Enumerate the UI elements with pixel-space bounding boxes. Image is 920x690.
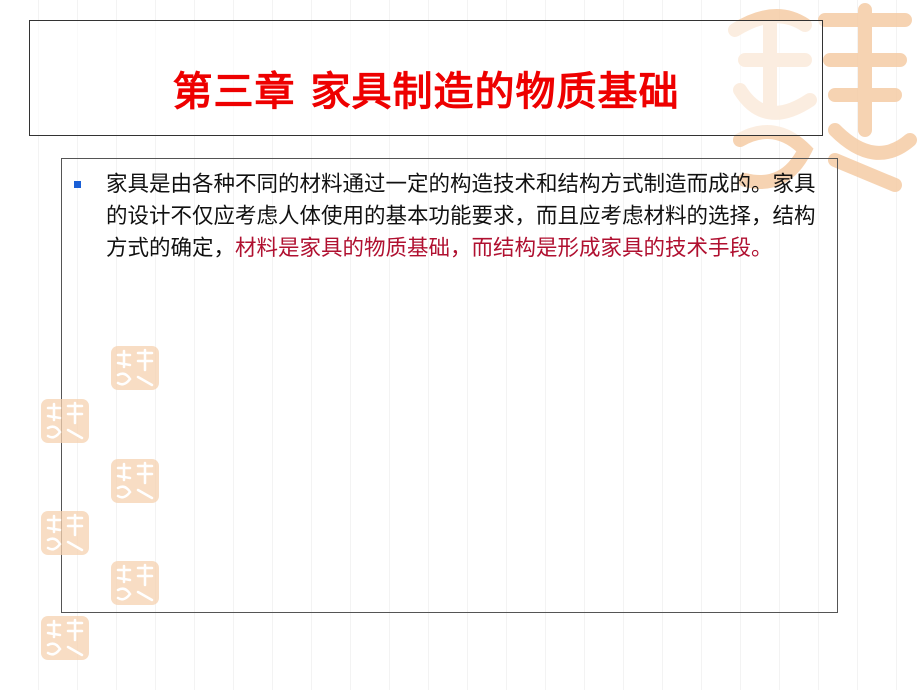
seal-stamp-decoration [40, 510, 90, 560]
slide-title: 第三章 家具制造的物质基础 [172, 68, 680, 115]
bullet-square-icon [74, 181, 81, 188]
seal-stamp-decoration [110, 345, 160, 395]
content-box: 家具是由各种不同的材料通过一定的构造技术和结构方式制造而成的。家具的设计不仅应考… [61, 158, 838, 613]
title-box: 第三章 家具制造的物质基础 [29, 20, 823, 136]
seal-stamp-decoration [110, 458, 160, 508]
bullet-text: 家具是由各种不同的材料通过一定的构造技术和结构方式制造而成的。家具的设计不仅应考… [106, 169, 826, 265]
bullet-text-highlight: 材料是家具的物质基础，而结构是形成家具的技术手段。 [235, 236, 773, 261]
seal-stamp-decoration [40, 615, 90, 665]
seal-stamp-decoration [110, 560, 160, 610]
bullet-text-normal: 家具是由各种不同的材料通过一定的构造技术和结构方式制造而成的。家具的设计不仅应考… [106, 172, 816, 261]
seal-stamp-decoration [40, 398, 90, 448]
